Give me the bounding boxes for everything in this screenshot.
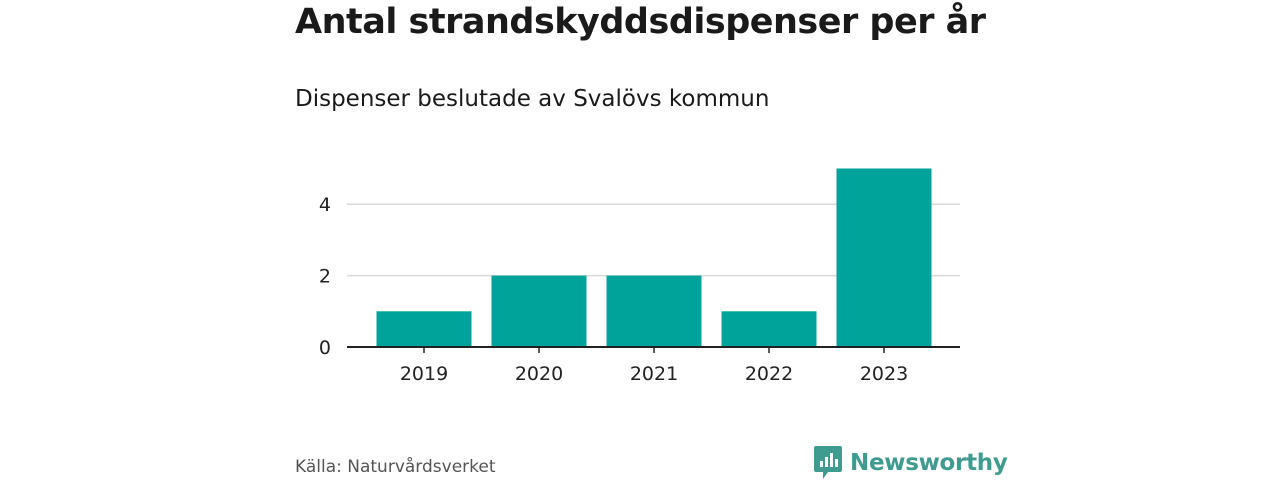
x-tick-label: 2019	[400, 363, 448, 385]
chart-title: Antal strandskyddsdispenser per år	[295, 2, 986, 42]
bar-2022	[721, 311, 817, 347]
y-tick-label: 0	[319, 337, 331, 359]
bar-2019	[376, 311, 472, 347]
newsworthy-logo: Newsworthy	[814, 446, 1008, 480]
bar-chart-bubble-icon	[814, 446, 842, 479]
x-tick-label: 2022	[745, 363, 793, 385]
bar-2020	[491, 275, 587, 347]
chart-subtitle: Dispenser beslutade av Svalövs kommun	[295, 86, 770, 112]
bar-2023	[836, 168, 932, 347]
y-tick-label: 2	[319, 266, 331, 288]
bar-2021	[606, 275, 702, 347]
x-tick-label: 2020	[515, 363, 563, 385]
x-tick-label: 2021	[630, 363, 678, 385]
x-tick-label: 2023	[860, 363, 908, 385]
source-note: Källa: Naturvårdsverket	[295, 457, 496, 477]
brand-name: Newsworthy	[850, 450, 1008, 476]
y-tick-label: 4	[319, 194, 331, 216]
